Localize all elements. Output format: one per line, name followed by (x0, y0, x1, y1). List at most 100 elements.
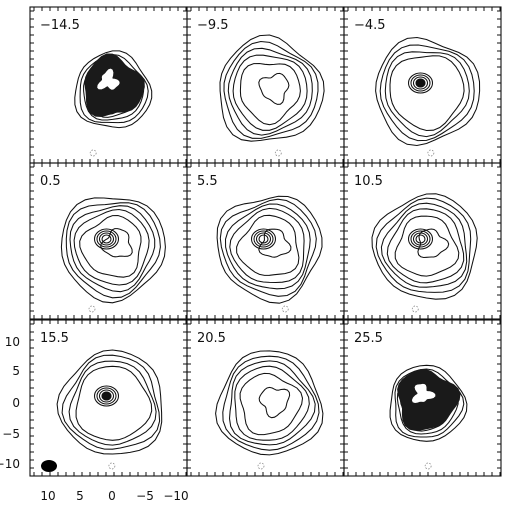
core-contour (253, 230, 274, 248)
core-contour (98, 232, 115, 246)
panel-velocity-label: 15.5 (40, 331, 69, 346)
x-tick-label: −10 (163, 489, 188, 503)
core-peak (415, 78, 426, 88)
contour-line (227, 47, 313, 136)
channel-panel: 0.5 (29, 162, 188, 320)
panel-velocity-label: 20.5 (197, 331, 226, 346)
channel-panel: −14.5 (29, 6, 188, 164)
contour-line (229, 207, 305, 284)
contour-line (79, 53, 149, 124)
contour-line (73, 208, 150, 286)
contour-line (394, 368, 465, 438)
channel-panel: 25.5 (343, 319, 502, 477)
y-tick-label: −10 (0, 457, 20, 471)
panel-frame (343, 319, 502, 477)
contour-line (386, 208, 465, 284)
contour-line (389, 55, 465, 132)
contour-line (215, 350, 324, 456)
contour-line (371, 193, 478, 300)
contour-line (258, 228, 292, 258)
channel-panel: 20.5 (186, 319, 345, 477)
core-contour (410, 230, 431, 248)
noise-contour (274, 149, 282, 157)
contour-line (219, 198, 317, 297)
noise-contour (108, 462, 116, 470)
contour-line (216, 195, 323, 304)
beam-ellipse (41, 460, 57, 472)
core-contour (255, 232, 272, 246)
core-contour (415, 234, 426, 244)
contour-line (56, 349, 163, 455)
contour-line (384, 51, 470, 138)
panel-velocity-label: −14.5 (40, 18, 80, 33)
noise-contour (281, 305, 289, 313)
channel-panel: −9.5 (186, 6, 345, 164)
contour-line (79, 214, 142, 278)
core-peak (101, 391, 112, 401)
noise-contour (89, 149, 97, 157)
panels-layer: −14.5 −9.5 −4.5 0.5 5.5 10.5 15.5 20.5 25.5 (29, 6, 502, 477)
emission-hole (411, 383, 436, 403)
noise-contour (257, 462, 265, 470)
contour-line (394, 215, 460, 277)
core-contour (98, 389, 115, 403)
panel-velocity-label: 10.5 (354, 174, 383, 189)
core-contour (407, 228, 434, 250)
contour-line (239, 372, 304, 436)
contour-line (68, 360, 157, 446)
contour-line (258, 72, 290, 105)
core-contour (93, 228, 120, 250)
core-contour (412, 232, 429, 246)
y-tick-label: 0 (12, 396, 20, 410)
contour-line (379, 44, 475, 142)
core-contour (258, 234, 269, 244)
contour-line (61, 354, 161, 450)
channel-panel: 10.5 (343, 162, 502, 320)
contour-line (74, 50, 153, 129)
contour-line (417, 228, 450, 259)
y-tick-label: 5 (12, 364, 20, 378)
core-contour (412, 76, 429, 90)
x-tick-label: 10 (40, 489, 55, 503)
core-contour (250, 228, 277, 250)
contour-line (380, 202, 468, 288)
contour-line (258, 386, 291, 419)
panel-velocity-label: 0.5 (40, 174, 61, 189)
contour-line (69, 205, 156, 293)
core-contour (96, 230, 117, 248)
contour-line (236, 214, 300, 276)
y-tick-label: −5 (2, 427, 20, 441)
core-contour (96, 387, 117, 405)
x-axis-labels: 10 5 0 −5 −10 (40, 489, 188, 503)
contour-line (224, 203, 311, 290)
noise-contour (88, 305, 96, 313)
contour-line (234, 365, 310, 441)
panel-velocity-label: −4.5 (354, 18, 386, 33)
core-contour (101, 234, 112, 244)
channel-panel: 5.5 (186, 162, 345, 320)
emission-hole (97, 68, 120, 90)
panel-frame (343, 162, 502, 320)
core-contour (410, 74, 431, 92)
x-tick-label: 5 (76, 489, 84, 503)
channel-panel: 15.5 (29, 319, 188, 477)
panel-velocity-label: 5.5 (197, 174, 218, 189)
noise-contour (424, 462, 432, 470)
channel-panel: −4.5 (343, 6, 502, 164)
core-contour (93, 385, 120, 407)
contour-line (60, 197, 166, 304)
contour-line (100, 228, 133, 258)
panel-velocity-label: −9.5 (197, 18, 229, 33)
x-tick-label: 0 (108, 489, 116, 503)
noise-contour (411, 305, 419, 313)
y-tick-label: 10 (5, 335, 20, 349)
contour-line (375, 197, 472, 293)
contour-line (239, 62, 301, 126)
core-contour (407, 72, 434, 94)
contour-line (219, 34, 325, 142)
contour-line (389, 364, 468, 442)
panel-velocity-label: 25.5 (354, 331, 383, 346)
contour-line (65, 202, 161, 299)
dense-emission (397, 369, 461, 431)
